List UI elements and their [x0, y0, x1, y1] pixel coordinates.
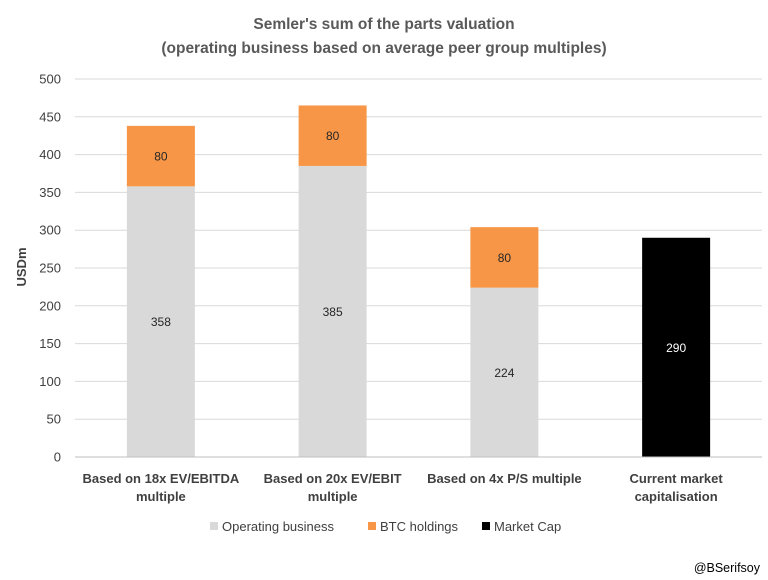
legend-swatch — [368, 522, 376, 530]
data-label: 80 — [498, 251, 512, 265]
data-label: 80 — [154, 150, 168, 164]
bar-segment — [298, 105, 367, 166]
legend-label: Market Cap — [494, 519, 561, 534]
y-tick-label: 450 — [39, 109, 61, 124]
y-tick-label: 150 — [39, 336, 61, 351]
y-tick-label: 50 — [47, 412, 61, 427]
y-tick-label: 200 — [39, 298, 61, 313]
legend-label: Operating business — [222, 519, 335, 534]
legend-label: BTC holdings — [380, 519, 459, 534]
y-tick-label: 100 — [39, 374, 61, 389]
bar-segment — [126, 186, 195, 458]
bar-segment — [642, 237, 711, 457]
credit-text: @BSerifsoy — [694, 561, 761, 575]
y-axis-label: USDm — [14, 247, 29, 286]
x-category-label: Based on 4x P/S multiple — [427, 471, 582, 486]
y-tick-label: 350 — [39, 185, 61, 200]
bar-segment — [470, 287, 539, 457]
chart-title-line-2: (operating business based on average pee… — [161, 40, 606, 57]
data-label: 385 — [323, 305, 343, 319]
y-tick-label: 0 — [54, 450, 61, 465]
data-label: 224 — [494, 366, 514, 380]
data-label: 290 — [666, 341, 686, 355]
data-label: 358 — [151, 315, 171, 329]
legend: Operating business BTC holdings Market Cap — [210, 519, 561, 534]
bar-segment — [298, 165, 367, 457]
x-category-label: Based on 20x EV/EBIT — [264, 471, 402, 486]
x-category-label: multiple — [308, 489, 358, 504]
bar-segment — [126, 125, 195, 187]
y-tick-label: 250 — [39, 261, 61, 276]
y-tick-label: 500 — [39, 72, 61, 87]
bar-segment — [470, 227, 539, 288]
y-tick-label: 300 — [39, 223, 61, 238]
legend-swatch — [482, 522, 490, 530]
x-category-label: Based on 18x EV/EBITDA — [82, 471, 239, 486]
x-category-label: Current market — [630, 471, 724, 486]
x-category-label: multiple — [136, 489, 186, 504]
y-axis-ticks: 0 50 100 150 200 250 300 350 400 450 500 — [39, 72, 61, 465]
x-category-label: capitalisation — [635, 489, 718, 504]
chart-title-line-1: Semler's sum of the parts valuation — [253, 16, 514, 33]
y-tick-label: 400 — [39, 147, 61, 162]
data-label: 80 — [326, 129, 340, 143]
legend-swatch — [210, 522, 218, 530]
category-labels: Based on 18x EV/EBITDA multiple Based on 2… — [82, 471, 723, 504]
bars: 358 80 385 80 224 80 290 — [126, 105, 711, 458]
